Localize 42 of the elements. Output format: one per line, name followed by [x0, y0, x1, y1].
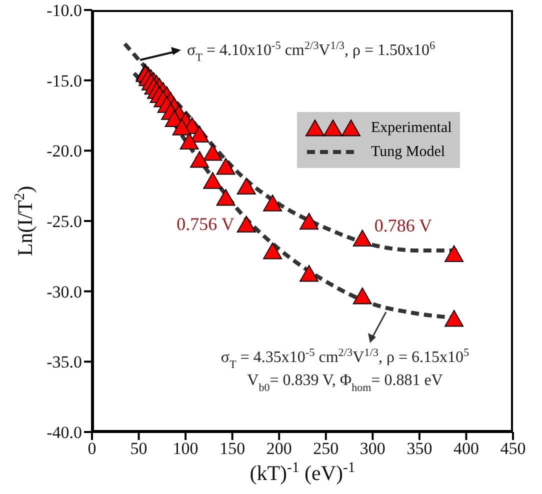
annotation: V$_{b0}$= 0.839 V, Φ$_{hom}$= 0.881 eV — [247, 372, 444, 394]
point — [352, 230, 372, 247]
y-tick-label: -10.0 — [46, 1, 82, 20]
point — [180, 132, 199, 150]
y-tick-label: -35.0 — [46, 352, 82, 372]
point — [236, 178, 256, 194]
x-tick-label: 200 — [266, 439, 292, 458]
x-tick-label: 300 — [360, 439, 386, 458]
y-tick-label: -30.0 — [46, 282, 82, 302]
x-tick-label: 100 — [172, 439, 198, 458]
y-tick-label: -25.0 — [46, 212, 82, 232]
x-tick-label: 400 — [453, 439, 479, 458]
text: σ$_{T}$ = 4.10x10$^{-5}$ cm$^{2/3}$V$^{1/3}$, ρ = 1.50x10$^{6}$ — [187, 40, 436, 64]
y-tick-label: -40.0 — [46, 423, 82, 442]
point — [203, 144, 222, 161]
point — [203, 172, 222, 189]
annotation: 0.786 V — [374, 215, 432, 236]
point — [352, 287, 372, 304]
x-tick-label: 450 — [500, 439, 526, 458]
point — [216, 188, 236, 206]
annotation: 0.756 V — [176, 214, 234, 234]
y-tick-label: -20.0 — [46, 142, 82, 161]
point — [216, 158, 236, 175]
x-tick-label: 50 — [130, 439, 148, 458]
point — [263, 194, 282, 212]
y-tick-label: -15.0 — [46, 71, 82, 90]
point — [300, 212, 319, 230]
point — [263, 242, 282, 260]
legend-label: Tung Model — [371, 144, 446, 160]
x-tick-label: 150 — [220, 439, 246, 458]
point — [300, 264, 319, 282]
point — [236, 216, 256, 232]
legend-label: Experimental — [371, 120, 452, 136]
x-axis-title: (kT)$^{-1}$ (eV)$^{-1}$ — [250, 460, 356, 485]
point — [444, 310, 464, 327]
point — [444, 245, 464, 262]
x-tick-label: 250 — [313, 439, 339, 458]
x-tick-label: 350 — [406, 439, 432, 458]
x-tick-label: 0 — [88, 439, 96, 458]
text: σ$_{T}$ = 4.35x10$^{-5}$ cm$^{2/3}$V$^{1/3}$, ρ = 6.15x10$^{5}$ — [220, 347, 470, 371]
point — [172, 118, 192, 136]
point — [190, 151, 210, 168]
